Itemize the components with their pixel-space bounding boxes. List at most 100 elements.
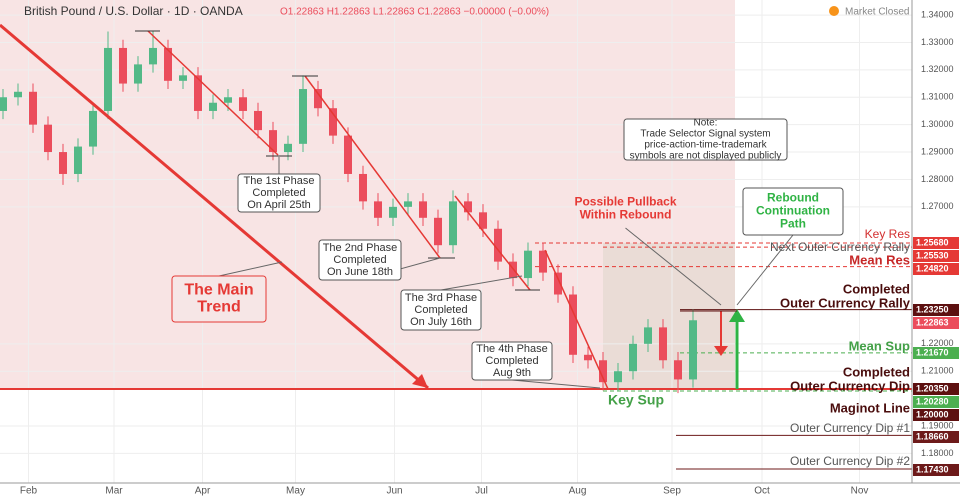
candle-body xyxy=(629,343,637,372)
callout-text: Path xyxy=(780,217,806,231)
candle-body xyxy=(164,47,172,81)
candle-body xyxy=(389,206,397,218)
candle-body xyxy=(344,135,352,174)
callout-box xyxy=(471,341,553,381)
callout-text: Completed xyxy=(252,187,305,199)
candle-body xyxy=(239,97,247,111)
callout-text: Continuation xyxy=(756,204,830,218)
callout-text: Completed xyxy=(485,355,538,367)
candle-body xyxy=(374,201,382,218)
candle-body xyxy=(404,201,412,207)
y-tick-label: 1.30000 xyxy=(921,119,954,129)
callout-text: The Main xyxy=(184,282,253,299)
candle-body xyxy=(674,360,682,380)
y-tick-label: 1.22000 xyxy=(921,338,954,348)
candle-body xyxy=(119,47,127,84)
price-label: 1.25530 xyxy=(916,250,949,260)
x-tick-label: Mar xyxy=(105,486,123,497)
price-box xyxy=(913,431,959,443)
trend-line xyxy=(544,249,609,390)
level-name: Mean Sup xyxy=(849,338,910,353)
x-tick-label: May xyxy=(286,486,305,497)
callout-text: Possible Pullback xyxy=(574,195,676,209)
candle-body xyxy=(134,64,142,84)
candle-body xyxy=(614,371,622,383)
level-name: Outer Currency Dip #1 xyxy=(790,421,910,435)
price-label: 1.21670 xyxy=(916,347,949,357)
candle-body xyxy=(179,75,187,81)
price-label: 1.25680 xyxy=(916,237,949,247)
x-tick-label: Aug xyxy=(569,486,587,497)
x-tick-label: Jul xyxy=(475,486,488,497)
candle-body xyxy=(224,97,232,103)
candle-body xyxy=(644,327,652,344)
candle-body xyxy=(689,320,697,380)
status: Market Closed xyxy=(845,7,909,18)
callout-text: The 4th Phase xyxy=(476,343,548,355)
candle-body xyxy=(284,143,292,153)
price-label: 1.24820 xyxy=(916,263,949,273)
symbol-title: British Pound / U.S. Dollar · 1D · OANDA xyxy=(24,4,243,18)
trend-line xyxy=(218,261,283,277)
callout-box xyxy=(318,239,402,281)
price-label: 1.23250 xyxy=(916,304,949,314)
candle-body xyxy=(524,250,532,279)
trend-line xyxy=(304,75,441,259)
callout-text: Trend xyxy=(197,299,241,316)
trend-line xyxy=(147,30,279,156)
arrow-head xyxy=(729,309,745,322)
candle-body xyxy=(494,228,502,262)
price-box xyxy=(913,383,959,395)
level-name: Next Outer Currency Rally xyxy=(770,240,910,254)
candle-body xyxy=(359,173,367,202)
y-tick-label: 1.32000 xyxy=(921,64,954,74)
price-box xyxy=(913,263,959,275)
candle-body xyxy=(269,130,277,153)
candle-body xyxy=(104,47,112,111)
y-tick-label: 1.28000 xyxy=(921,174,954,184)
trend-line xyxy=(440,275,523,291)
price-box xyxy=(913,304,959,316)
y-tick-label: 1.21000 xyxy=(921,366,954,376)
arrow-head xyxy=(412,374,428,388)
callout-box xyxy=(742,187,844,236)
candle-body xyxy=(44,124,52,153)
callout-text: Rebound xyxy=(767,191,819,205)
y-tick-label: 1.31000 xyxy=(921,92,954,102)
level-name: Key Res xyxy=(865,227,910,241)
candle-body xyxy=(74,146,82,174)
callout-text: Key Sup xyxy=(608,392,664,408)
candle-body xyxy=(569,294,577,355)
callout-box xyxy=(400,289,482,331)
candle-body xyxy=(434,217,442,246)
ohlc: O1.22863 H1.22863 L1.22863 C1.22863 −0.0… xyxy=(280,7,549,18)
price-box xyxy=(913,347,959,359)
candle-body xyxy=(659,327,667,361)
callout-text: On April 25th xyxy=(247,199,311,211)
callout-text: The 3rd Phase xyxy=(405,292,477,304)
candle-body xyxy=(29,91,37,125)
range-box xyxy=(603,243,735,389)
level-name: Mean Res xyxy=(849,252,910,267)
candle-body xyxy=(0,97,7,111)
trend-line xyxy=(736,234,794,306)
callout-box xyxy=(171,275,267,323)
callout-text: Within Rebound xyxy=(580,208,672,222)
candle-body xyxy=(479,212,487,229)
price-box xyxy=(913,464,959,476)
price-box xyxy=(913,317,959,329)
price-box xyxy=(913,237,959,249)
callout-text: The 2nd Phase xyxy=(323,242,398,254)
candle-body xyxy=(449,201,457,246)
y-tick-label: 1.29000 xyxy=(921,146,954,156)
x-tick-label: Apr xyxy=(195,486,211,497)
callout-box xyxy=(237,173,321,213)
y-tick-label: 1.34000 xyxy=(921,9,954,19)
candle-body xyxy=(194,75,202,111)
price-label: 1.17430 xyxy=(916,464,949,474)
candle-body xyxy=(149,47,157,65)
candle-body xyxy=(584,354,592,361)
level-name: Completed xyxy=(843,281,910,296)
candle-body xyxy=(554,272,562,295)
